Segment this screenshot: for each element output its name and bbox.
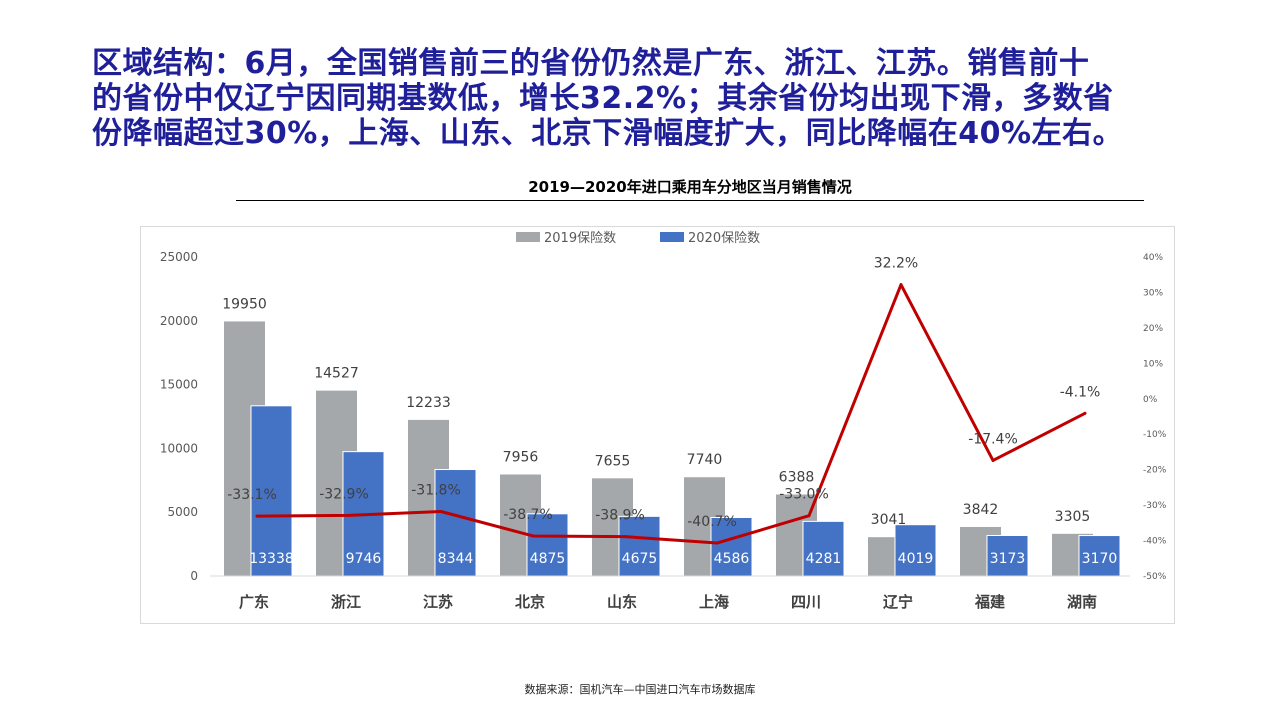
bar-2019-value-label: 7956 bbox=[503, 449, 539, 465]
bar-2019-value-label: 3041 bbox=[871, 512, 907, 528]
legend-swatch-2020 bbox=[660, 232, 684, 242]
source-note: 数据来源：国机汽车—中国进口汽车市场数据库 bbox=[524, 683, 756, 696]
chart-title: 2019—2020年进口乘用车分地区当月销售情况 bbox=[528, 178, 852, 196]
y-left-tick-label: 15000 bbox=[160, 378, 198, 392]
bar-2019-value-label: 14527 bbox=[314, 366, 359, 382]
growth-label: -32.9% bbox=[319, 486, 369, 502]
bar-2019-value-label: 12233 bbox=[406, 395, 451, 411]
bar-2020 bbox=[434, 469, 477, 577]
bar-2020 bbox=[710, 516, 753, 577]
y-right-tick-label: 40% bbox=[1143, 253, 1163, 263]
bar-2019-value-label: 7740 bbox=[687, 452, 723, 468]
x-tick-label: 四川 bbox=[791, 593, 821, 611]
x-tick-label: 福建 bbox=[974, 593, 1006, 611]
growth-point bbox=[347, 513, 351, 517]
y-left-tick-label: 10000 bbox=[160, 441, 198, 455]
headline-line-2: 的省份中仅辽宁因同期基数低，增长32.2%；其余省份均出现下滑，多数省 bbox=[92, 81, 1114, 116]
x-tick-label: 江苏 bbox=[423, 593, 453, 611]
bar-2020 bbox=[894, 524, 937, 577]
bar-2019-value-label: 3842 bbox=[963, 502, 999, 518]
growth-point bbox=[255, 514, 259, 518]
growth-label: -31.8% bbox=[411, 482, 461, 498]
bar-2019-value-label: 19950 bbox=[222, 296, 267, 312]
bar-2020-value-label: 9746 bbox=[346, 551, 382, 567]
y-right-tick-label: 30% bbox=[1143, 288, 1163, 298]
growth-label: 32.2% bbox=[874, 256, 918, 272]
growth-line bbox=[256, 283, 1086, 545]
x-tick-label: 上海 bbox=[699, 593, 729, 611]
bar-2020-value-label: 8344 bbox=[438, 551, 474, 567]
growth-point bbox=[807, 514, 811, 518]
growth-label: -4.1% bbox=[1060, 384, 1101, 400]
y-right-tick-label: -10% bbox=[1143, 430, 1167, 440]
bar-2020-value-label: 13338 bbox=[249, 551, 294, 567]
x-tick-label: 湖南 bbox=[1067, 593, 1097, 611]
y-right-tick-label: 20% bbox=[1143, 324, 1163, 334]
bar-2019-value-label: 6388 bbox=[779, 469, 815, 485]
x-tick-label: 北京 bbox=[515, 593, 545, 611]
y-right-tick-label: -30% bbox=[1143, 501, 1167, 511]
growth-point bbox=[623, 535, 627, 539]
growth-point bbox=[715, 541, 719, 545]
bar-2020-value-label: 3173 bbox=[990, 551, 1026, 567]
bar-2020 bbox=[618, 515, 661, 577]
y-right-tick-label: -20% bbox=[1143, 466, 1167, 476]
legend-swatch-2019 bbox=[516, 232, 540, 242]
growth-point bbox=[1083, 411, 1087, 415]
bar-2020 bbox=[526, 513, 569, 577]
growth-label: -40.7% bbox=[687, 514, 737, 530]
x-tick-label: 浙江 bbox=[331, 593, 361, 611]
y-right-tick-label: -50% bbox=[1143, 572, 1167, 582]
bar-2020-value-label: 4281 bbox=[806, 551, 842, 567]
growth-label: -38.7% bbox=[503, 507, 553, 523]
y-left-tick-label: 20000 bbox=[160, 314, 198, 328]
bar-2020 bbox=[250, 405, 293, 577]
headline-line-1: 区域结构：6月，全国销售前三的省份仍然是广东、浙江、江苏。销售前十 bbox=[92, 46, 1090, 81]
y-left-tick-label: 0 bbox=[190, 569, 198, 583]
growth-label: -17.4% bbox=[968, 431, 1018, 447]
bar-2020-value-label: 4586 bbox=[714, 551, 750, 567]
headline: 区域结构：6月，全国销售前三的省份仍然是广东、浙江、江苏。销售前十 的省份中仅辽… bbox=[92, 46, 1202, 151]
growth-point bbox=[531, 534, 535, 538]
x-tick-label: 广东 bbox=[239, 593, 269, 611]
growth-point bbox=[439, 509, 443, 513]
y-left-tick-label: 5000 bbox=[167, 505, 198, 519]
title-rule bbox=[236, 200, 1144, 201]
y-right-tick-label: 10% bbox=[1143, 359, 1163, 369]
bar-2020-value-label: 4675 bbox=[622, 551, 658, 567]
y-right-tick-label: 0% bbox=[1143, 395, 1158, 405]
growth-label: -38.9% bbox=[595, 508, 645, 524]
x-tick-label: 辽宁 bbox=[883, 593, 913, 611]
growth-label: -33.1% bbox=[227, 487, 277, 503]
bar-2020-value-label: 4019 bbox=[898, 551, 934, 567]
legend-label-2019: 2019保险数 bbox=[544, 231, 616, 246]
bar-2020 bbox=[986, 535, 1029, 577]
bar-2020 bbox=[802, 520, 845, 577]
y-right-tick-label: -40% bbox=[1143, 537, 1167, 547]
bar-2019-value-label: 7655 bbox=[595, 453, 631, 469]
bar-2020-value-label: 4875 bbox=[530, 551, 566, 567]
legend-label-2020: 2020保险数 bbox=[688, 231, 760, 246]
headline-line-3: 份降幅超过30%，上海、山东、北京下滑幅度扩大，同比降幅在40%左右。 bbox=[92, 116, 1124, 151]
chart-frame bbox=[140, 226, 1175, 624]
y-left-tick-label: 25000 bbox=[160, 250, 198, 264]
growth-point bbox=[991, 458, 995, 462]
growth-point bbox=[899, 283, 903, 287]
growth-label: -33.0% bbox=[779, 487, 829, 503]
bar-2020-value-label: 3170 bbox=[1082, 551, 1118, 567]
x-tick-label: 山东 bbox=[607, 593, 637, 611]
bar-2019-value-label: 3305 bbox=[1055, 509, 1091, 525]
